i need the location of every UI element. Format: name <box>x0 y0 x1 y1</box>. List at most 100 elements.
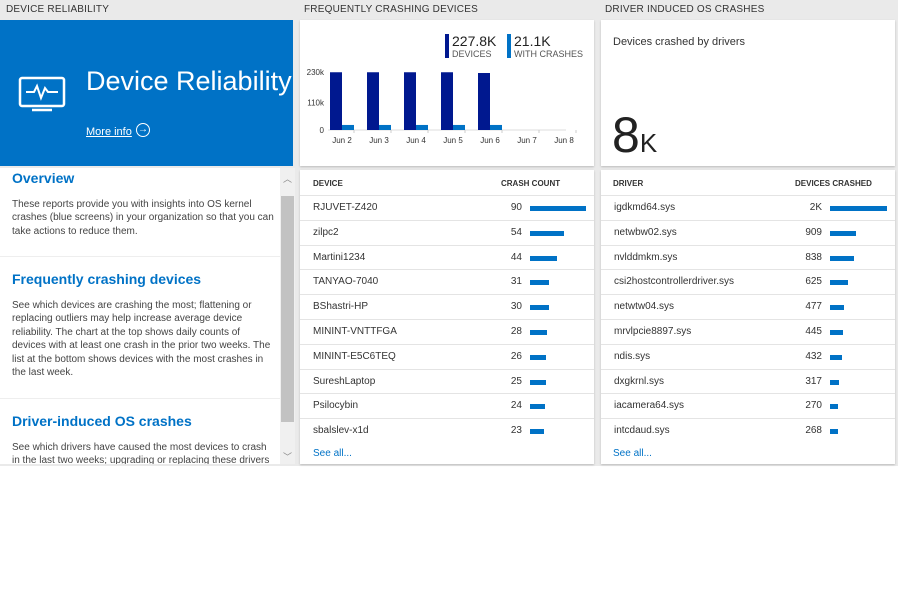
scroll-down-icon[interactable]: ﹀ <box>283 452 293 462</box>
row-bar <box>530 429 545 435</box>
drivers-list-tile <box>601 170 895 464</box>
row-bar <box>530 255 558 261</box>
row-bar <box>830 255 854 261</box>
table-row[interactable]: igdkmd64.sys 2K <box>601 195 895 220</box>
crashes-label: WITH CRASHES <box>514 49 584 59</box>
crash-chart-tile[interactable]: 227.8K DEVICES 21.1K WITH CRASHES 0 110k 2… <box>300 20 594 166</box>
row-value: 445 <box>805 326 822 337</box>
table-row[interactable]: SureshLaptop 25 <box>300 368 594 394</box>
row-value: 25 <box>510 375 522 387</box>
x-tick-label: Jun 3 <box>369 136 389 145</box>
column-devices-crashed[interactable]: DEVICES CRASHED <box>795 179 872 188</box>
x-tick-label: Jun 6 <box>480 136 500 145</box>
row-value: 838 <box>805 251 822 263</box>
row-name: mrvlpcie8897.sys <box>614 326 692 337</box>
table-row[interactable]: Psilocybin 24 <box>300 393 594 418</box>
table-row[interactable]: netwtw04.sys 477 <box>601 294 895 319</box>
row-name: MININT-E5C6TEQ <box>313 350 396 362</box>
header-driver-crashes: DRIVER INDUCED OS CRASHES <box>605 4 765 15</box>
row-value: 432 <box>805 350 822 362</box>
row-value: 28 <box>510 326 522 337</box>
row-name: RJUVET-Z420 <box>313 202 378 213</box>
table-row[interactable]: zilpc2 54 <box>300 219 594 245</box>
crashes-value: 21.1K <box>514 33 551 49</box>
column-crash-count[interactable]: CRASH COUNT <box>501 179 561 188</box>
row-bar <box>530 206 586 211</box>
unit: K <box>639 128 658 158</box>
bar-devices <box>441 72 453 130</box>
row-name: dxgkrnl.sys <box>614 375 665 387</box>
table-row[interactable]: dxgkrnl.sys 317 <box>601 368 895 394</box>
row-name: SureshLaptop <box>313 375 376 387</box>
row-value: 24 <box>510 400 522 412</box>
table-row[interactable]: intcdaud.sys 268 <box>601 418 895 443</box>
row-bar <box>830 354 843 360</box>
bar-devices <box>330 72 342 130</box>
row-value: 625 <box>805 276 822 288</box>
info-overview: Overview These reports provide you with i… <box>12 170 274 238</box>
row-name: intcdaud.sys <box>614 425 670 437</box>
row-name: BShastri-HP <box>313 301 369 313</box>
table-row[interactable]: mrvlpcie8897.sys 445 <box>601 319 895 344</box>
row-bar <box>530 305 549 311</box>
row-value: 31 <box>510 276 522 288</box>
devices-see-all-link[interactable]: See all... <box>313 448 352 459</box>
scrollbar-thumb[interactable] <box>281 196 294 422</box>
column-driver[interactable]: DRIVER <box>613 179 644 188</box>
hero-tile[interactable]: Device Reliability More info → <box>0 20 293 166</box>
drivers-see-all-link[interactable]: See all... <box>613 448 652 459</box>
row-value: 90 <box>510 202 522 213</box>
row-bar <box>530 330 548 335</box>
row-name: nvlddmkm.sys <box>614 251 678 263</box>
divider <box>0 398 280 399</box>
y-tick-label: 110k <box>307 98 325 107</box>
table-row[interactable]: iacamera64.sys 270 <box>601 393 895 418</box>
table-row[interactable]: Martini1234 44 <box>300 244 594 270</box>
x-tick-label: Jun 4 <box>406 136 426 145</box>
row-value: 44 <box>510 251 522 263</box>
table-row[interactable]: MININT-VNTTFGA 28 <box>300 319 594 344</box>
row-name: Psilocybin <box>313 400 359 412</box>
row-bar <box>530 280 550 286</box>
value: 8 <box>612 107 640 163</box>
info-text: See which drivers have caused the most d… <box>12 442 270 464</box>
info-title: Overview <box>12 170 75 186</box>
divider <box>0 256 280 257</box>
table-row[interactable]: ndis.sys 432 <box>601 343 895 369</box>
row-name: ndis.sys <box>614 350 651 362</box>
row-bar <box>830 230 856 236</box>
table-row[interactable]: RJUVET-Z420 90 <box>300 195 594 220</box>
bar-crashes <box>490 124 502 130</box>
row-bar <box>530 379 546 385</box>
table-row[interactable]: TANYAO-7040 31 <box>300 269 594 294</box>
column-device[interactable]: DEVICE <box>313 179 343 188</box>
table-row[interactable]: BShastri-HP 30 <box>300 294 594 319</box>
x-tick-label: Jun 8 <box>554 136 574 145</box>
more-info-link[interactable]: More info <box>86 126 132 138</box>
scroll-up-icon[interactable]: ︿ <box>283 174 293 184</box>
row-value: 2K <box>809 202 822 213</box>
row-bar <box>830 206 887 211</box>
info-driver-crashes: Driver-induced OS crashes See which drive… <box>12 413 274 464</box>
row-name: Martini1234 <box>313 251 366 263</box>
header-frequently-crashing: FREQUENTLY CRASHING DEVICES <box>304 4 478 15</box>
table-row[interactable]: MININT-E5C6TEQ 26 <box>300 343 594 369</box>
row-name: MININT-VNTTFGA <box>313 326 397 337</box>
drivers-summary-tile[interactable]: Devices crashed by drivers <box>601 20 895 166</box>
row-name: sbalslev-x1d <box>313 425 369 437</box>
scrollbar[interactable]: ︿ ﹀ <box>280 168 295 464</box>
table-row[interactable]: csi2hostcontrollerdriver.sys 625 <box>601 269 895 294</box>
info-title: Driver-induced OS crashes <box>12 413 192 429</box>
row-bar <box>530 230 564 236</box>
devices-list-tile <box>300 170 594 464</box>
table-row[interactable]: netwbw02.sys 909 <box>601 219 895 245</box>
arrow-right-circle-icon[interactable]: → <box>136 123 150 137</box>
row-value: 270 <box>805 400 822 412</box>
hero-title: Device Reliability <box>86 66 292 96</box>
row-name: iacamera64.sys <box>614 400 685 412</box>
table-row[interactable]: nvlddmkm.sys 838 <box>601 244 895 270</box>
table-row[interactable]: sbalslev-x1d 23 <box>300 418 594 443</box>
devices-label: DEVICES <box>452 49 492 59</box>
info-title: Frequently crashing devices <box>12 271 202 287</box>
row-value: 268 <box>805 425 822 437</box>
